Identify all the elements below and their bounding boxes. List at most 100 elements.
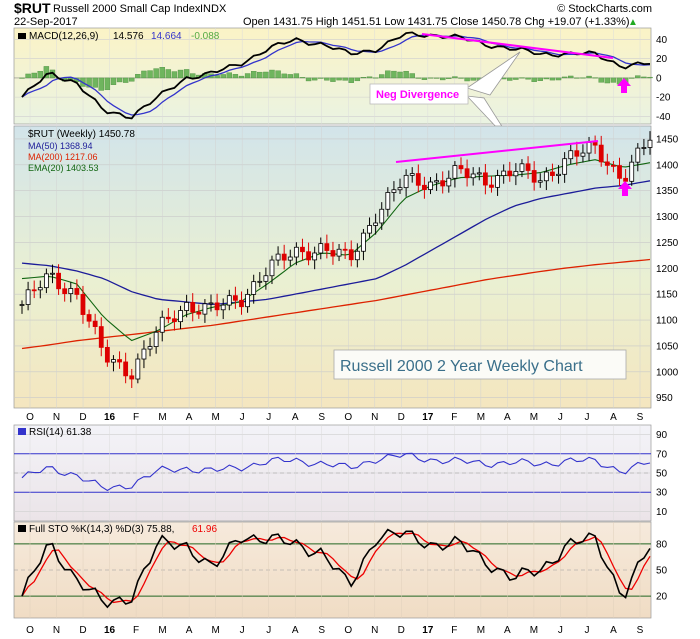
- candle-body: [153, 331, 159, 347]
- candle-body: [354, 250, 360, 261]
- macd-hist-value: -0.088: [191, 31, 220, 42]
- candle-body: [257, 280, 263, 283]
- candle-body: [336, 248, 342, 257]
- candle-body: [117, 359, 122, 363]
- candle-body: [586, 142, 592, 154]
- month-label: S: [318, 625, 325, 636]
- month-label: S: [637, 412, 644, 423]
- macd-histogram-bar: [98, 77, 104, 91]
- macd-histogram-bar: [372, 77, 379, 79]
- candle-body: [111, 359, 116, 363]
- macd-histogram-bar: [238, 75, 245, 79]
- date: 22-Sep-2017: [14, 16, 78, 28]
- candle-body: [208, 302, 214, 305]
- candle-body: [19, 304, 25, 306]
- month-label: D: [398, 412, 405, 423]
- macd-histogram-bar: [299, 77, 306, 79]
- macd-histogram-bar: [458, 77, 464, 79]
- candle-body: [519, 163, 525, 172]
- month-label: M: [477, 625, 485, 636]
- month-label: J: [240, 625, 245, 636]
- macd-histogram-bar: [311, 77, 318, 81]
- month-label: O: [26, 625, 34, 636]
- month-label: N: [53, 412, 60, 423]
- candle-body: [43, 273, 49, 289]
- sto-tick-label: 20: [656, 592, 668, 603]
- macd-histogram-bar: [549, 77, 556, 81]
- candle-body: [531, 170, 537, 183]
- candle-body: [86, 314, 92, 322]
- macd-histogram-bar: [409, 73, 415, 79]
- candle-body: [68, 288, 74, 295]
- macd-histogram-bar: [330, 77, 336, 82]
- candle-body: [184, 302, 190, 311]
- month-label: S: [637, 625, 644, 636]
- macd-background: [13, 27, 652, 125]
- price-divergence-line: [395, 140, 599, 163]
- sto-panel: 80 50 20 Full STO %K(14,3) %D(3) 75.88, 61…: [13, 521, 668, 619]
- macd-histogram-bar: [604, 77, 611, 84]
- candle-body: [330, 250, 336, 257]
- candle-body: [476, 172, 482, 175]
- sto-k-line: [21, 528, 651, 609]
- candle-body: [141, 348, 147, 360]
- candle-body: [275, 253, 281, 261]
- ma50-legend: MA(50) 1368.94: [28, 141, 93, 151]
- neg-divergence-label: Neg Divergence: [376, 89, 459, 101]
- macd-histogram-bar: [537, 77, 543, 81]
- month-label: M: [211, 412, 219, 423]
- price-tick-label: 1100: [656, 316, 678, 327]
- macd-histogram-bar: [244, 73, 251, 79]
- macd-histogram-bar: [31, 72, 37, 79]
- candle-body: [190, 302, 196, 313]
- month-axis-bottom: O N D 16 F M A M J J A S O N D 17 F M A M J J A S: [26, 625, 644, 636]
- macd-histogram-bar: [293, 73, 300, 79]
- macd-histogram-bar: [336, 77, 342, 81]
- candle-body: [489, 184, 494, 188]
- month-label: S: [318, 412, 325, 423]
- candle-body: [513, 171, 519, 177]
- macd-histogram-bar: [641, 76, 647, 79]
- macd-histogram-bar: [397, 71, 403, 79]
- macd-tick-label: 0: [656, 73, 662, 84]
- candle-body: [452, 165, 458, 179]
- candle-body: [580, 152, 586, 157]
- candle-body: [342, 248, 348, 251]
- month-label: N: [53, 625, 60, 636]
- month-label: J: [584, 412, 589, 423]
- macd-tick-label: -40: [656, 112, 671, 123]
- candle-body: [611, 164, 616, 167]
- macd-histogram-bar: [403, 70, 409, 79]
- macd-divergence-line: [421, 33, 614, 59]
- candle-body: [422, 184, 427, 191]
- candle-body: [123, 361, 129, 377]
- rsi-legend-swatch: [18, 428, 26, 435]
- macd-histogram-bar: [232, 74, 239, 79]
- candle-body: [214, 302, 220, 311]
- macd-histogram-bar: [305, 77, 312, 82]
- candle-body: [324, 243, 330, 251]
- candle-body: [495, 175, 500, 188]
- macd-histogram-bar: [275, 70, 281, 79]
- macd-histogram-bar: [220, 74, 226, 79]
- candle-body: [482, 172, 488, 186]
- macd-legend-title: MACD(12,26,9): [29, 31, 98, 42]
- candle-body: [98, 326, 104, 348]
- sto-legend-k: Full STO %K(14,3) %D(3) 75.88,: [29, 524, 174, 535]
- macd-histogram-bar: [610, 77, 617, 83]
- macd-histogram-bar: [281, 73, 287, 79]
- macd-histogram-bar: [116, 77, 123, 83]
- rsi-panel: 90 70 50 30 10 RSI(14) 61.38: [13, 424, 668, 522]
- candle-body: [220, 304, 226, 311]
- macd-histogram-bar: [525, 77, 531, 80]
- macd-histogram-bar: [171, 71, 178, 79]
- macd-histogram-bar: [366, 76, 373, 79]
- candle-body: [31, 289, 37, 292]
- price-up-arrow-icon: [618, 181, 632, 196]
- chart-title-box: [333, 349, 627, 380]
- candle-body: [239, 299, 244, 308]
- month-label: 16: [104, 412, 116, 423]
- macd-histogram-bar: [561, 76, 568, 79]
- month-label: A: [186, 625, 193, 636]
